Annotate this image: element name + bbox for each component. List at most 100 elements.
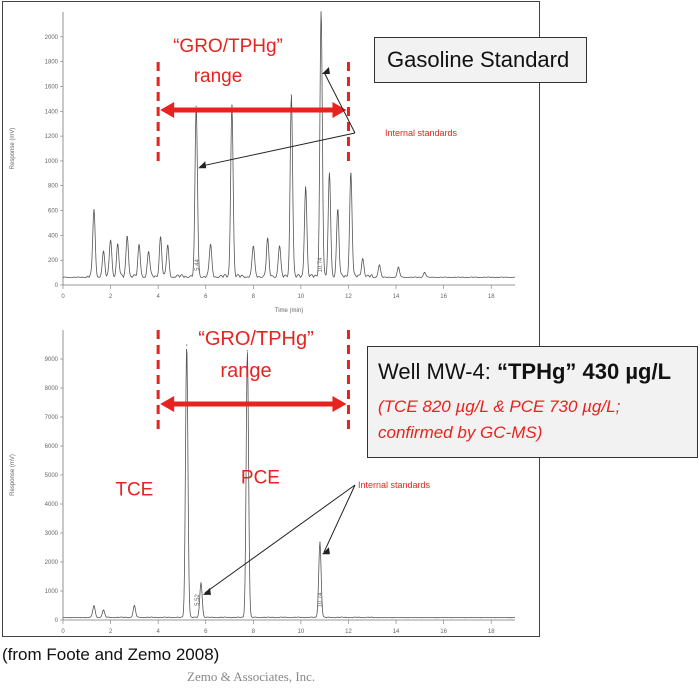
company-name: Zemo & Associates, Inc. xyxy=(187,669,316,684)
range-label-line1: “GRO/TPHg” xyxy=(173,36,283,57)
x-tick-label: 0 xyxy=(61,294,65,300)
peak-point xyxy=(278,245,281,248)
peak-point xyxy=(252,245,254,248)
x-tick-label: 14 xyxy=(393,629,400,635)
well-result-prefix: Well MW-4: xyxy=(378,359,497,384)
well-result-value: “TPHg” 430 µg/L xyxy=(496,359,672,384)
peak-point xyxy=(126,236,128,238)
compound-label: PCE xyxy=(241,468,280,489)
y-axis-label: Response (mV) xyxy=(10,454,16,496)
x-tick-label: 0 xyxy=(61,629,65,635)
internal-standard-pointer xyxy=(323,71,356,134)
y-tick-label: 9000 xyxy=(45,357,59,363)
peak-point xyxy=(186,344,188,346)
peak-point xyxy=(397,267,400,269)
peak-point xyxy=(266,239,269,241)
x-tick-label: 18 xyxy=(488,629,495,635)
y-tick-label: 1400 xyxy=(45,109,59,115)
chromatogram-trace xyxy=(62,348,515,619)
well-result-line3: confirmed by GC-MS) xyxy=(378,423,543,442)
range-arrow-head-left xyxy=(160,396,175,412)
internal-standard-arrowhead xyxy=(198,161,207,169)
y-tick-label: 0 xyxy=(55,283,59,289)
internal-standard-arrowhead xyxy=(202,587,211,595)
x-tick-label: 2 xyxy=(109,294,113,300)
x-tick-label: 12 xyxy=(345,294,352,300)
y-tick-label: 800 xyxy=(48,184,59,190)
peak-point xyxy=(209,244,212,246)
x-tick-label: 10 xyxy=(298,294,305,300)
y-tick-label: 1000 xyxy=(45,589,59,595)
well-result-line2: (TCE 820 µg/L & PCE 730 µg/L; xyxy=(378,397,621,416)
peak-point xyxy=(133,605,135,607)
x-tick-label: 4 xyxy=(156,629,160,635)
x-tick-label: 10 xyxy=(298,629,305,635)
chromatogram-trace xyxy=(62,11,516,279)
y-tick-label: 5000 xyxy=(45,473,59,479)
y-tick-label: 2000 xyxy=(45,35,59,41)
y-tick-label: 1800 xyxy=(45,60,59,66)
y-tick-label: 600 xyxy=(48,209,59,215)
internal-standards-label: Internal standards xyxy=(385,128,458,138)
x-tick-label: 4 xyxy=(156,294,160,300)
x-tick-label: 14 xyxy=(393,294,400,300)
y-tick-label: 1200 xyxy=(45,134,59,140)
peak-point xyxy=(167,245,169,248)
peak-point xyxy=(195,105,197,107)
peak-retention-label: 5.52 xyxy=(195,594,201,606)
x-tick-label: 8 xyxy=(252,629,256,635)
y-tick-label: 3000 xyxy=(45,531,59,537)
x-tick-label: 6 xyxy=(204,629,208,635)
peak-point xyxy=(117,244,119,246)
y-tick-label: 8000 xyxy=(45,386,59,392)
y-tick-label: 0 xyxy=(55,618,59,624)
internal-standard-arrowhead xyxy=(321,67,330,74)
x-tick-label: 16 xyxy=(440,629,447,635)
range-label-line2: range xyxy=(194,66,243,87)
peak-point xyxy=(231,104,233,106)
peak-point xyxy=(138,245,140,248)
x-axis-label: Time (min) xyxy=(275,308,303,314)
y-tick-label: 6000 xyxy=(45,444,59,450)
peak-point xyxy=(337,209,339,212)
well-result-box: Well MW-4: “TPHg” 430 µg/L (TCE 820 µg/L… xyxy=(367,346,698,458)
range-arrow-head-left xyxy=(160,102,175,118)
peak-point xyxy=(290,94,292,96)
range-arrow-head-right xyxy=(332,396,347,412)
peak-point xyxy=(93,209,95,212)
range-arrow-head-right xyxy=(332,102,347,118)
figure-frame xyxy=(2,1,540,637)
peak-point xyxy=(328,173,331,176)
peak-point xyxy=(378,264,380,266)
x-tick-label: 2 xyxy=(109,629,113,635)
internal-standard-pointer xyxy=(323,484,356,553)
x-tick-label: 8 xyxy=(252,294,256,300)
y-tick-label: 1600 xyxy=(45,84,59,90)
peak-point xyxy=(200,582,202,584)
internal-standards-label: Internal standards xyxy=(358,480,431,490)
internal-standard-arrowhead xyxy=(321,547,330,555)
y-tick-label: 400 xyxy=(48,233,59,239)
peak-retention-label: 5.44 xyxy=(195,259,201,271)
x-tick-label: 16 xyxy=(440,294,447,300)
x-tick-label: 12 xyxy=(345,629,352,635)
y-axis-label: Response (mV) xyxy=(10,128,16,170)
peak-retention-label: 10.74 xyxy=(318,592,324,608)
y-tick-label: 1000 xyxy=(45,159,59,165)
peak-point xyxy=(320,11,322,13)
y-tick-label: 2000 xyxy=(45,560,59,566)
peak-point xyxy=(362,258,364,260)
x-tick-label: 18 xyxy=(488,294,495,300)
peak-point xyxy=(350,172,352,174)
peak-point xyxy=(246,350,248,352)
gasoline-standard-label: Gasoline Standard xyxy=(387,47,570,72)
peak-point xyxy=(109,239,112,241)
well-result-line1: Well MW-4: “TPHg” 430 µg/L xyxy=(378,359,671,385)
peak-point xyxy=(102,252,105,254)
chart-top: 0 200 400 600 800 1000 1200 1400 1600 1800 2000 0 2 4… xyxy=(10,11,516,314)
range-label-line1: “GRO/TPHg” xyxy=(198,328,314,350)
peak-point xyxy=(159,237,162,239)
y-tick-label: 200 xyxy=(48,258,59,264)
range-label-line2: range xyxy=(220,360,271,382)
